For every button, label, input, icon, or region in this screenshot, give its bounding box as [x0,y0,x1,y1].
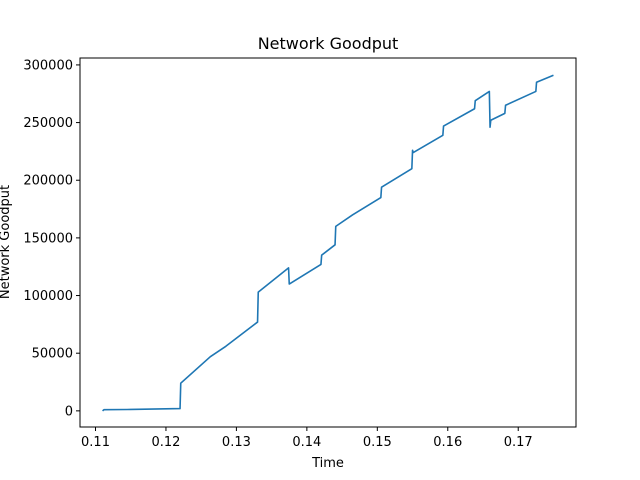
chart-title: Network Goodput [258,34,399,53]
plot-area [102,74,554,412]
y-axis-title: Network Goodput [0,185,13,299]
y-tick-label: 50000 [32,347,73,362]
x-axis: 0.11 0.12 0.13 0.14 0.15 0.16 0.17 [81,427,533,450]
y-tick-label: 200000 [23,174,73,189]
y-axis: 0 50000 100000 150000 200000 250000 300000 [23,58,80,419]
y-tick-label: 100000 [23,289,73,304]
y-tick-label: 300000 [23,58,73,73]
x-axis-title: Time [311,456,344,471]
series-line-0 [102,74,554,412]
x-tick-label: 0.15 [363,435,392,450]
y-tick-label: 150000 [23,231,73,246]
axes-frame [79,57,577,428]
x-tick-label: 0.17 [504,435,533,450]
x-tick-label: 0.16 [433,435,462,450]
x-tick-label: 0.12 [151,435,180,450]
x-tick-label: 0.13 [222,435,251,450]
y-tick-label: 0 [65,404,73,419]
y-tick-label: 250000 [23,116,73,131]
x-tick-label: 0.11 [81,435,110,450]
x-tick-label: 0.14 [292,435,321,450]
